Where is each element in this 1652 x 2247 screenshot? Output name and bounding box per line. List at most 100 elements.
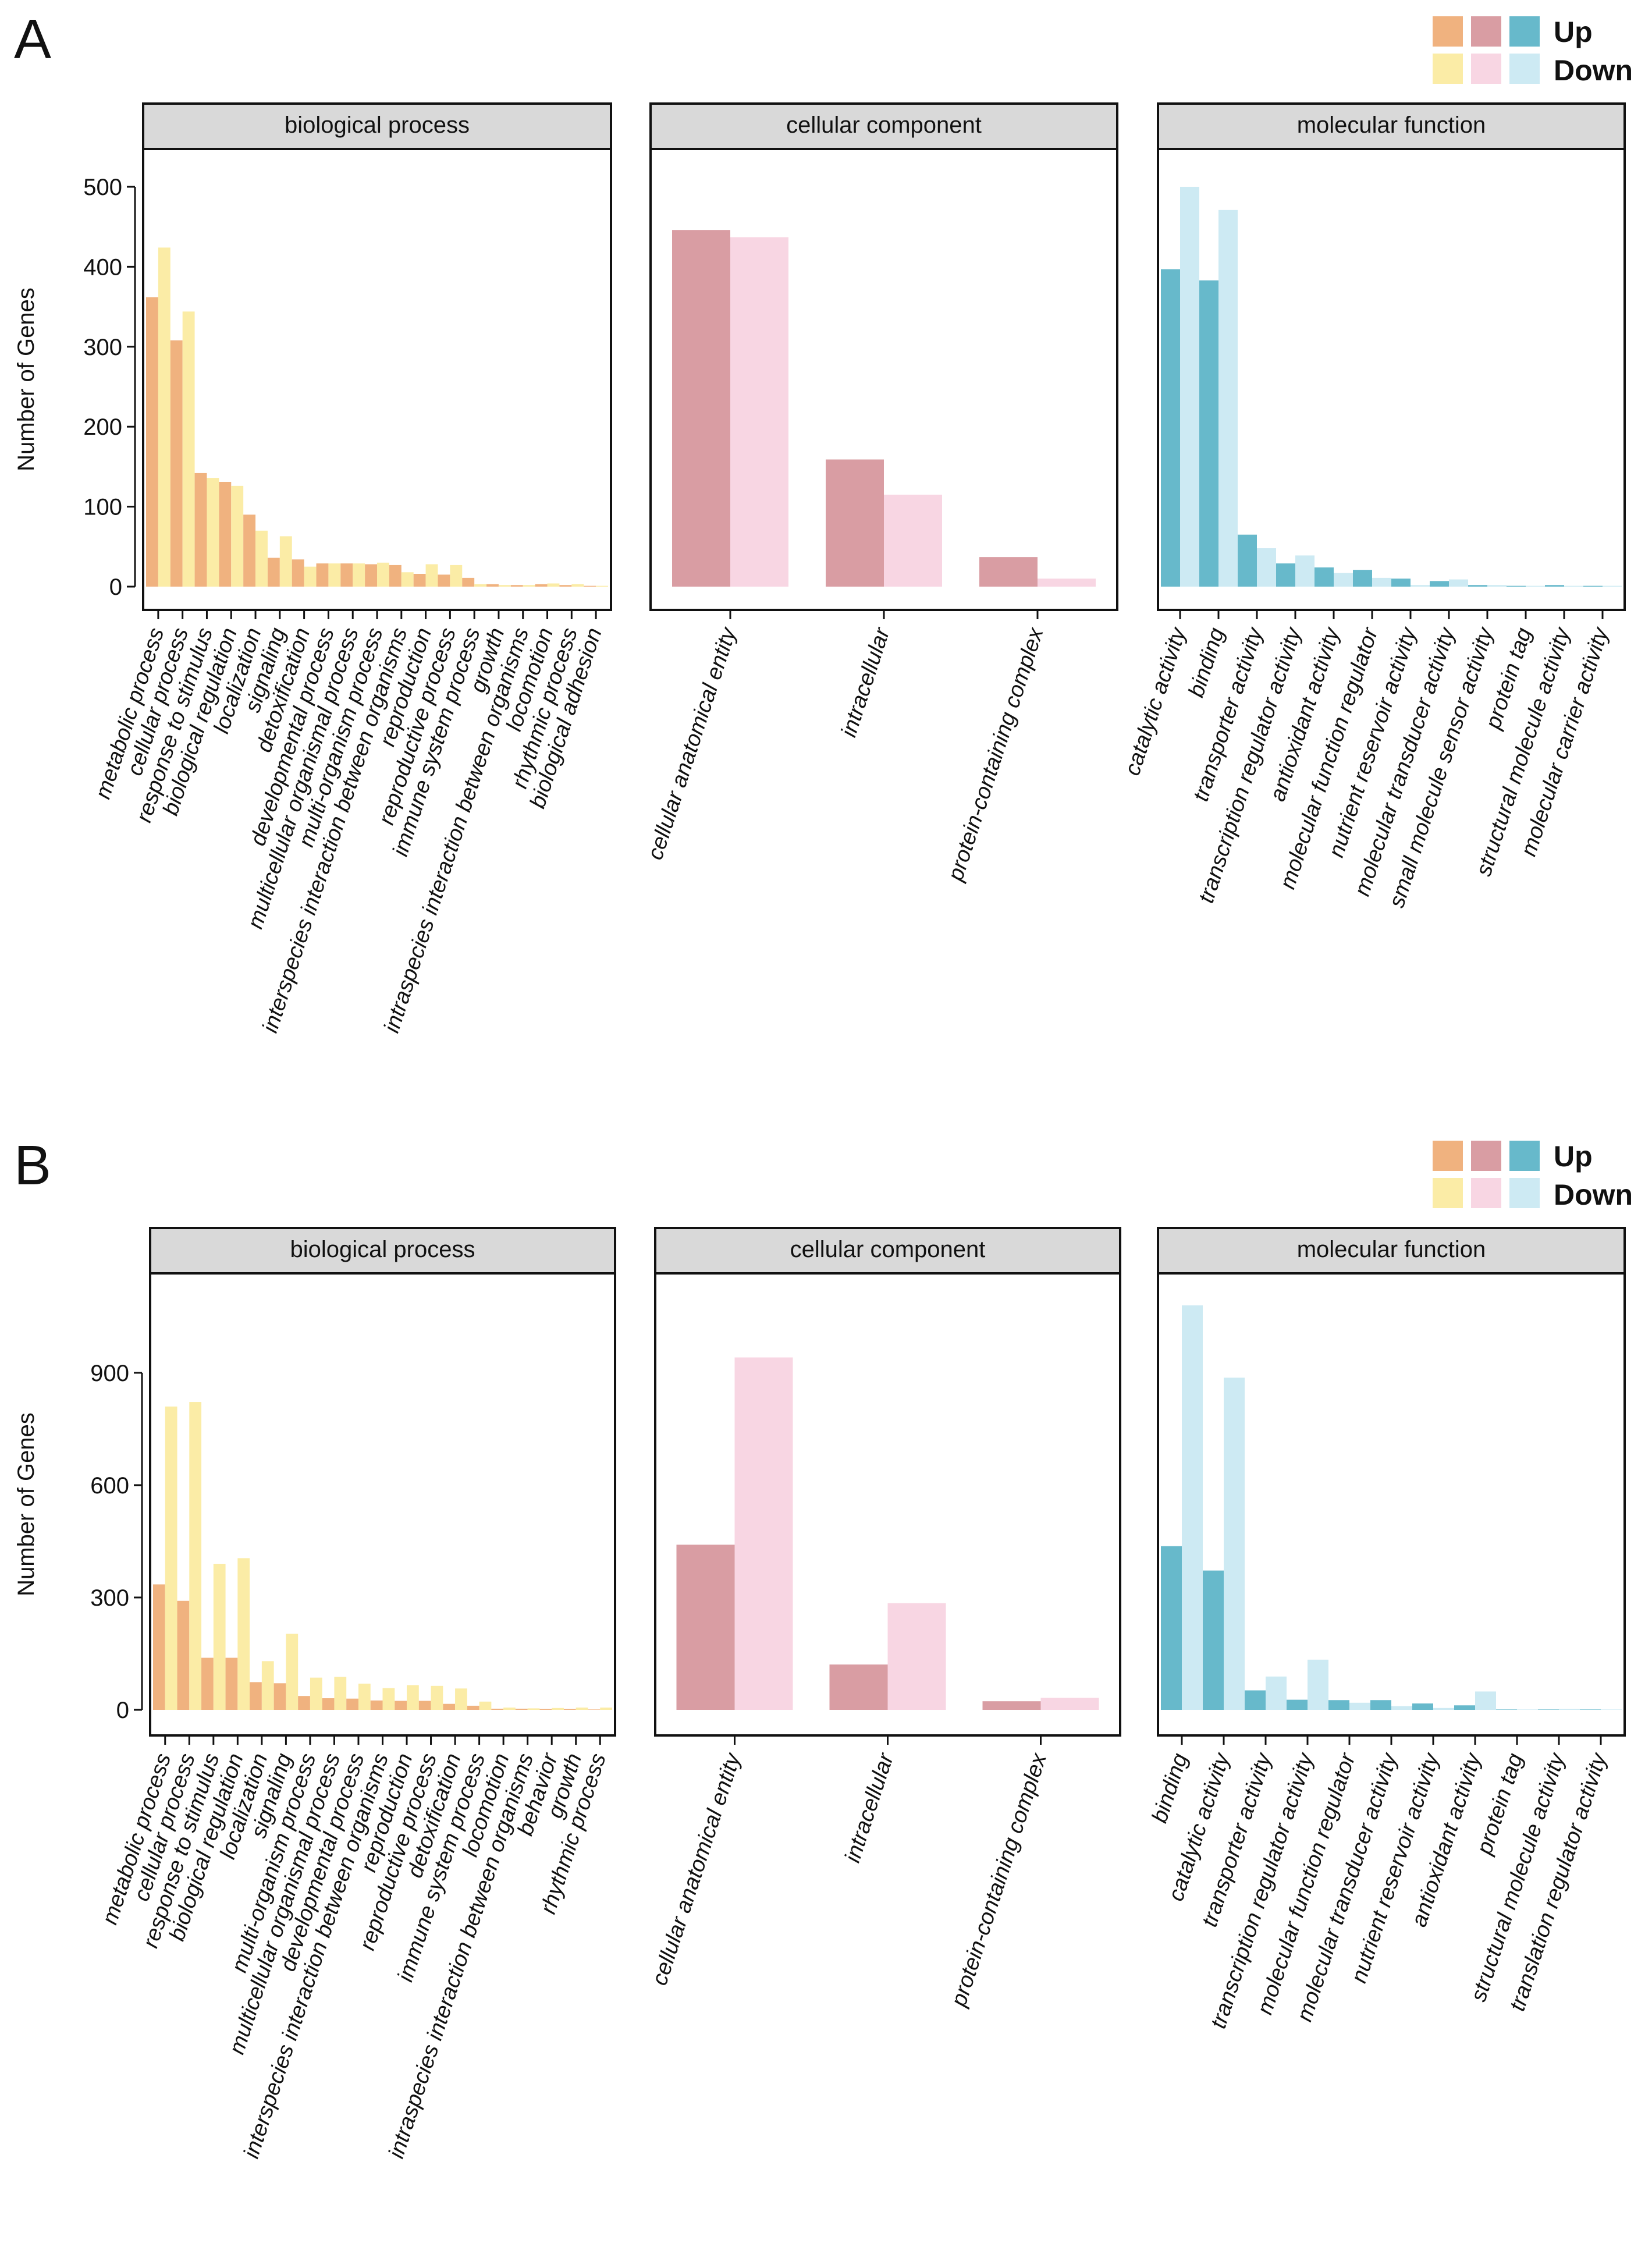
bar-up-detoxification — [292, 559, 304, 587]
y-axis-label: Number of Genes — [13, 1412, 39, 1596]
bar-up-molecular-transducer-activity — [1370, 1700, 1391, 1710]
bar-down-reproduction — [407, 1685, 419, 1710]
bar-up-multicellular-organismal-process — [322, 1698, 335, 1710]
bar-down-molecular-transducer-activity — [1391, 1706, 1412, 1710]
bar-down-developmental-process — [328, 563, 341, 587]
bar-down-metabolic-process — [158, 247, 170, 587]
y-tick-label: 300 — [83, 335, 122, 360]
y-tick-label: 400 — [83, 254, 122, 280]
bar-up-protein-tag — [1507, 585, 1526, 587]
legend-swatch-down-mf — [1509, 54, 1540, 84]
bar-down-binding — [1218, 210, 1238, 587]
bar-down-binding — [1182, 1305, 1203, 1710]
bar-down-catalytic-activity — [1224, 1378, 1245, 1710]
bar-up-interspecies-interaction-between-organisms — [370, 1700, 383, 1710]
panel-letter: A — [14, 8, 51, 70]
bar-down-molecular-carrier-activity — [1603, 585, 1622, 587]
facet-strip — [649, 102, 1118, 150]
x-tick-label: intracellular — [840, 1750, 898, 1866]
bar-down-interspecies-interaction-between-organisms — [382, 1688, 395, 1710]
bar-down-transporter-activity — [1257, 548, 1276, 587]
bar-up-reproductive-process — [418, 1701, 431, 1710]
bar-up-intraspecies-interaction-between-organisms — [510, 585, 523, 587]
x-tick-label: protein-containing complex — [943, 624, 1049, 885]
bar-up-protein-containing-complex — [979, 557, 1038, 587]
bar-up-protein-tag — [1496, 1709, 1517, 1710]
bar-down-intraspecies-interaction-between-organisms — [523, 585, 535, 587]
bar-down-multicellular-organismal-process — [334, 1677, 347, 1710]
bar-up-detoxification — [443, 1703, 456, 1710]
bar-down-behavior — [552, 1708, 564, 1710]
facet-strip — [1157, 102, 1626, 150]
legend-swatch-down-mf — [1509, 1178, 1540, 1208]
bar-up-molecular-transducer-activity — [1430, 581, 1449, 587]
bar-up-signaling — [273, 1683, 286, 1710]
bar-up-nutrient-reservoir-activity — [1391, 578, 1411, 587]
bar-down-structural-molecule-activity — [1559, 1709, 1580, 1710]
bar-up-multi-organism-process — [298, 1696, 310, 1710]
bar-down-molecular-transducer-activity — [1449, 579, 1468, 587]
facet-title: biological process — [290, 1237, 475, 1262]
bar-down-cellular-process — [189, 1402, 202, 1710]
bar-down-developmental-process — [358, 1683, 371, 1710]
bar-down-protein-tag — [1526, 585, 1545, 587]
bar-up-multi-organism-process — [365, 564, 377, 587]
bar-up-cellular-process — [177, 1600, 190, 1710]
x-tick-label: cellular anatomical entity — [643, 624, 741, 863]
bar-up-nutrient-reservoir-activity — [1412, 1703, 1433, 1710]
bar-up-cellular-process — [170, 340, 183, 587]
y-axis: 0 300 600 900 — [90, 1361, 143, 1723]
x-tick-label: cellular anatomical entity — [648, 1749, 746, 1989]
bar-up-transcription-regulator-activity — [1287, 1699, 1308, 1710]
bar-down-antioxidant-activity — [1475, 1691, 1496, 1710]
bar-down-biological-regulation — [231, 485, 244, 587]
bar-down-antioxidant-activity — [1334, 573, 1353, 587]
bar-down-rhythmic-process — [571, 584, 584, 587]
facet-molecular-function: molecular function catalytic activitybind… — [1120, 102, 1626, 911]
legend-label-down: Down — [1554, 1178, 1633, 1211]
y-tick-label: 500 — [83, 175, 122, 200]
bar-up-intracellular — [829, 1664, 888, 1710]
x-tick-label: binding — [1184, 625, 1230, 701]
facet-strip — [149, 1227, 616, 1275]
bar-down-detoxification — [304, 566, 317, 587]
bar-up-structural-molecule-activity — [1545, 585, 1564, 587]
facet-panel-border — [1157, 148, 1626, 611]
legend-label-up: Up — [1554, 1140, 1593, 1173]
bar-up-structural-molecule-activity — [1538, 1709, 1559, 1710]
bar-up-translation-regulator-activity — [1580, 1709, 1601, 1710]
bar-down-molecular-function-regulator — [1372, 577, 1391, 587]
bar-down-signaling — [279, 536, 292, 587]
bar-up-interspecies-interaction-between-organisms — [389, 565, 402, 587]
bar-down-protein-containing-complex — [1038, 578, 1096, 587]
bar-down-intraspecies-interaction-between-organisms — [527, 1708, 540, 1710]
bar-down-reproduction — [425, 564, 438, 587]
bar-down-protein-containing-complex — [1040, 1698, 1099, 1710]
bar-down-reproductive-process — [450, 565, 463, 587]
bar-up-signaling — [267, 558, 280, 587]
bar-up-binding — [1161, 1546, 1182, 1710]
legend-swatch-down-cc — [1471, 54, 1501, 84]
y-tick-label: 600 — [90, 1473, 129, 1499]
bar-down-immune-system-process — [474, 584, 487, 587]
legend-label-up: Up — [1554, 16, 1593, 48]
bar-up-metabolic-process — [146, 297, 158, 587]
bar-up-transcription-regulator-activity — [1276, 563, 1295, 587]
bar-down-structural-molecule-activity — [1564, 585, 1583, 587]
legend-swatch-down-bp — [1433, 54, 1463, 84]
bar-up-antioxidant-activity — [1454, 1705, 1475, 1710]
bar-up-developmental-process — [316, 563, 329, 587]
bar-down-response-to-stimulus — [207, 478, 219, 587]
facet-cellular-component: cellular component cellular anatomical en… — [643, 102, 1118, 885]
facet-cellular-component: cellular component cellular anatomical en… — [648, 1227, 1121, 2010]
bar-down-nutrient-reservoir-activity — [1433, 1708, 1454, 1710]
legend-swatch-up-mf — [1509, 16, 1540, 47]
bar-down-cellular-anatomical-entity — [730, 237, 788, 587]
bar-up-immune-system-process — [462, 577, 475, 587]
bar-down-response-to-stimulus — [213, 1564, 226, 1710]
bar-up-biological-adhesion — [584, 585, 596, 587]
bar-up-behavior — [539, 1709, 552, 1710]
